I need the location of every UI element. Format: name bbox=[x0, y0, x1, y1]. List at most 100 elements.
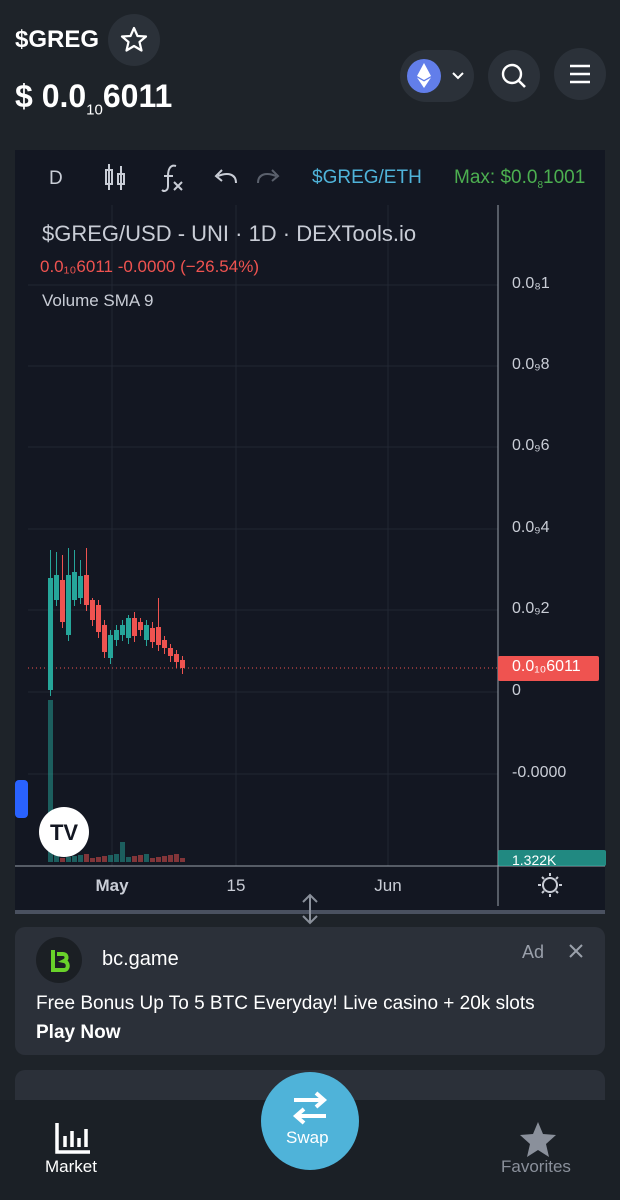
price-prefix: $ 0.0 bbox=[15, 78, 87, 114]
market-icon bbox=[55, 1123, 90, 1154]
interval-button[interactable]: D bbox=[49, 168, 63, 189]
tradingview-mark: TV bbox=[50, 820, 78, 845]
swap-icon bbox=[292, 1091, 328, 1125]
search-icon bbox=[501, 63, 526, 88]
max-prefix: Max: $0.0 bbox=[454, 167, 538, 188]
candle-body bbox=[78, 576, 83, 598]
chain-selector[interactable] bbox=[400, 50, 474, 102]
volume-bar bbox=[138, 855, 143, 862]
ad-name: bc.game bbox=[102, 948, 179, 970]
volume-bar bbox=[132, 856, 137, 862]
candle-body bbox=[84, 575, 89, 605]
menu-icon bbox=[570, 64, 590, 84]
price-axis-label: 0.0₉4 bbox=[512, 519, 550, 536]
price-subscript: 10 bbox=[86, 101, 103, 119]
legend-title: $GREG/USD - UNI · 1D · DEXTools.io bbox=[42, 221, 417, 246]
volume-bar bbox=[78, 855, 83, 862]
indicator-label: Volume SMA 9 bbox=[42, 291, 154, 310]
volume-bar bbox=[72, 856, 77, 862]
candle-body bbox=[150, 628, 155, 642]
search-button[interactable] bbox=[488, 50, 540, 102]
ad-badge: Ad bbox=[522, 942, 545, 962]
ad-logo bbox=[36, 937, 82, 983]
volume-bar bbox=[126, 857, 131, 862]
volume-bar bbox=[150, 858, 155, 862]
candle-body bbox=[60, 580, 65, 622]
price-digits: 6011 bbox=[102, 78, 173, 114]
grid bbox=[28, 205, 498, 866]
star-icon bbox=[120, 26, 148, 52]
favorites-icon bbox=[520, 1122, 556, 1157]
volume-bar bbox=[180, 858, 185, 862]
candle-body bbox=[90, 600, 95, 620]
price-axis-label: 0.0₉8 bbox=[512, 356, 550, 373]
chain-icon bbox=[407, 59, 464, 93]
time-axis-label: 15 bbox=[226, 876, 246, 895]
volume-bar bbox=[96, 857, 101, 862]
pair-link[interactable]: $GREG/ETH bbox=[312, 167, 422, 188]
time-axis-label: May bbox=[95, 876, 129, 895]
candles bbox=[48, 548, 185, 862]
ad-close[interactable] bbox=[568, 943, 584, 959]
candle-body bbox=[102, 625, 107, 652]
volume-bar bbox=[48, 700, 53, 862]
candle-body bbox=[72, 572, 77, 600]
volume-bar bbox=[108, 855, 113, 862]
price-axis-label: -0.0000 bbox=[512, 764, 567, 781]
volume-bar bbox=[114, 854, 119, 862]
ad-card[interactable] bbox=[15, 927, 605, 1055]
price-axis-label: 0.0₉2 bbox=[512, 600, 550, 617]
ad-cta[interactable]: Play Now bbox=[36, 1022, 121, 1043]
volume-bar bbox=[84, 854, 89, 862]
legend-values: 0.0₁₀6011 -0.0000 (−26.54%) bbox=[40, 257, 259, 276]
candle-body bbox=[180, 660, 185, 668]
resize-handle[interactable] bbox=[302, 893, 318, 925]
nav-favorites[interactable]: Favorites bbox=[501, 1157, 571, 1176]
volume-bar bbox=[156, 857, 161, 862]
max-digits: 1001 bbox=[543, 167, 586, 188]
volume-bar bbox=[174, 854, 179, 862]
time-axis-label: Jun bbox=[374, 876, 402, 895]
volume-bar bbox=[144, 854, 149, 862]
volume-bar bbox=[168, 855, 173, 862]
price-axis-label: 0.0₉6 bbox=[512, 437, 550, 454]
price-tag: 0.0₁₀6011 bbox=[512, 658, 581, 675]
price-tag-bg bbox=[498, 656, 599, 681]
candle-body bbox=[126, 618, 131, 638]
volume-bar bbox=[54, 854, 59, 862]
token-symbol: $GREG bbox=[15, 26, 100, 53]
candle-body bbox=[108, 635, 113, 658]
candle-body bbox=[144, 625, 149, 640]
candle-body bbox=[174, 654, 179, 662]
side-toggle[interactable] bbox=[15, 780, 28, 818]
token-price: $ 0.0106011 bbox=[15, 78, 172, 118]
menu-button[interactable] bbox=[554, 48, 606, 100]
favorite-button[interactable] bbox=[108, 14, 160, 66]
candle-body bbox=[66, 575, 71, 635]
volume-bar bbox=[90, 858, 95, 862]
price-axis-label: 0 bbox=[512, 682, 521, 699]
volume-bar bbox=[60, 858, 65, 862]
ad-text-block: Free Bonus Up To 5 BTC Everyday! Live ca… bbox=[36, 989, 576, 1047]
volume-bar bbox=[120, 842, 125, 862]
max-subscript: 8 bbox=[537, 179, 543, 191]
price-axis-label: 0.0₈1 bbox=[512, 275, 550, 292]
candle-body bbox=[156, 627, 161, 645]
settings-icon[interactable] bbox=[538, 873, 562, 897]
candle-body bbox=[48, 578, 53, 690]
swap-button[interactable] bbox=[261, 1072, 359, 1170]
candle-body bbox=[162, 640, 167, 648]
nav-market[interactable]: Market bbox=[45, 1157, 97, 1176]
candle-body bbox=[132, 618, 137, 636]
candle-body bbox=[54, 575, 59, 600]
volume-bar bbox=[66, 857, 71, 862]
candle-body bbox=[114, 630, 119, 640]
candle-body bbox=[120, 625, 125, 635]
candle-body bbox=[168, 648, 173, 656]
nav-swap[interactable]: Swap bbox=[286, 1128, 329, 1147]
volume-bar bbox=[162, 856, 167, 862]
toolbar-icons bbox=[105, 164, 280, 192]
candle-body bbox=[138, 622, 143, 630]
